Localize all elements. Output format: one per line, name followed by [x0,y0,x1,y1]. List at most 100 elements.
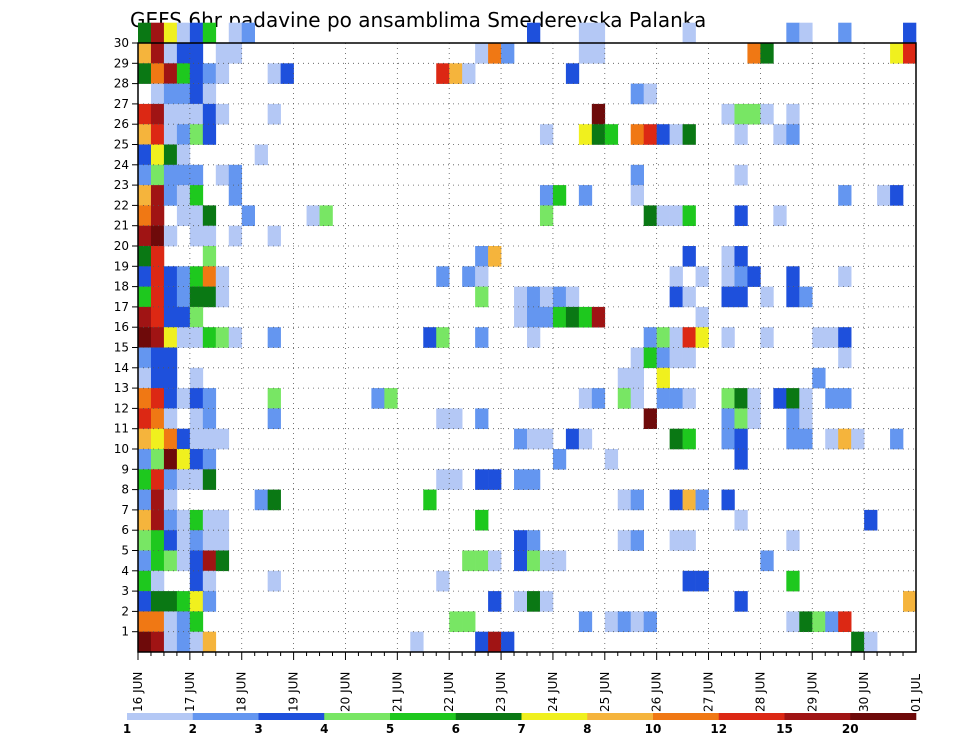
colorbar-swatch [718,713,785,720]
heatmap-cell [721,266,735,287]
heatmap-cell [604,611,619,632]
heatmap-cell [734,124,748,145]
heatmap-cell [669,347,683,369]
heatmap-cell [734,388,748,409]
heatmap-cell [682,246,696,267]
heatmap-cell [514,306,528,328]
heatmap-cell [189,550,204,572]
heatmap-cell [734,103,748,125]
heatmap-cell [176,266,191,287]
heatmap-cell [138,469,152,490]
heatmap-cell [189,266,204,287]
heatmap-cell [202,591,217,612]
heatmap-cell [163,83,178,105]
x-tick-label: 26 JUN [650,672,664,712]
heatmap-cell [267,388,281,409]
heatmap-cell [215,164,230,186]
heatmap-cell [176,286,191,308]
heatmap-cell [267,489,281,511]
y-tick-label: 22 [114,198,129,212]
heatmap-cell [189,306,204,328]
heatmap-cell [150,570,165,592]
heatmap-cell [721,489,735,511]
heatmap-cell [267,225,281,247]
heatmap-cell [591,388,606,409]
colorbar-swatch [324,713,391,720]
heatmap-cell [475,43,489,64]
heatmap-cell [202,205,217,226]
heatmap-cell [630,124,644,145]
heatmap-cell [449,408,463,429]
heatmap-cell [527,22,541,44]
y-tick-label: 6 [121,523,129,537]
heatmap-cell [138,286,152,308]
heatmap-cell [150,266,165,287]
heatmap-cell [138,530,152,551]
heatmap-cell [565,63,580,84]
heatmap-cell [514,530,528,551]
heatmap-cell [643,408,657,429]
heatmap-cell [189,205,204,226]
heatmap-cell [825,611,839,632]
heatmap-cell [150,449,165,470]
heatmap-cell [747,103,761,125]
y-tick-label: 19 [114,259,129,273]
heatmap-cell [189,103,204,125]
heatmap-cell [488,43,502,64]
heatmap-cell [838,388,852,409]
heatmap-cell [721,388,735,409]
heatmap-cell [799,408,813,429]
y-tick-label: 15 [114,341,129,355]
heatmap-cell [254,489,268,511]
heatmap-cell [630,367,644,389]
colorbar-swatch [192,713,259,720]
heatmap-cell [163,611,178,632]
heatmap-cell [138,489,152,511]
heatmap-cell [539,286,554,308]
heatmap-cell [838,266,852,287]
heatmap-cell [138,306,152,328]
colorbar-label: 10 [645,722,662,736]
heatmap-cell [150,43,165,64]
heatmap-cell [138,164,152,186]
heatmap-cell [138,591,152,612]
heatmap-cell [721,246,735,267]
heatmap-cell [215,266,230,287]
heatmap-cell [838,347,852,369]
y-tick-label: 27 [114,97,129,111]
heatmap-cell [138,570,152,592]
heatmap-cell [138,225,152,247]
heatmap-cell [319,205,333,226]
x-tick-label: 16 JUN [131,672,145,712]
heatmap-cell [721,286,735,308]
heatmap-cell [488,591,502,612]
heatmap-cell [150,225,165,247]
heatmap-cell [150,185,165,206]
heatmap-cell [163,347,178,369]
heatmap-cell [527,591,541,612]
heatmap-cell [267,327,281,348]
heatmap-cell [215,327,230,348]
x-tick-label: 18 JUN [235,672,249,712]
heatmap-cell [643,83,657,105]
y-tick-label: 9 [121,462,129,476]
heatmap-cell [682,388,696,409]
x-tick-label: 23 JUN [494,672,508,712]
heatmap-cell [786,611,800,632]
heatmap-cell [215,509,230,531]
heatmap-cell [591,306,606,328]
heatmap-cell [228,185,243,206]
heatmap-cell [176,124,191,145]
heatmap-cell [138,43,152,64]
heatmap-cell [903,22,917,44]
colorbar-swatch [521,713,588,720]
heatmap-cell [552,449,567,470]
heatmap-cell [163,43,178,64]
heatmap-cell [163,225,178,247]
heatmap-cell [202,550,217,572]
heatmap-cell [176,83,191,105]
heatmap-cell [527,530,541,551]
heatmap-cell [539,428,554,450]
heatmap-cell [591,22,606,44]
